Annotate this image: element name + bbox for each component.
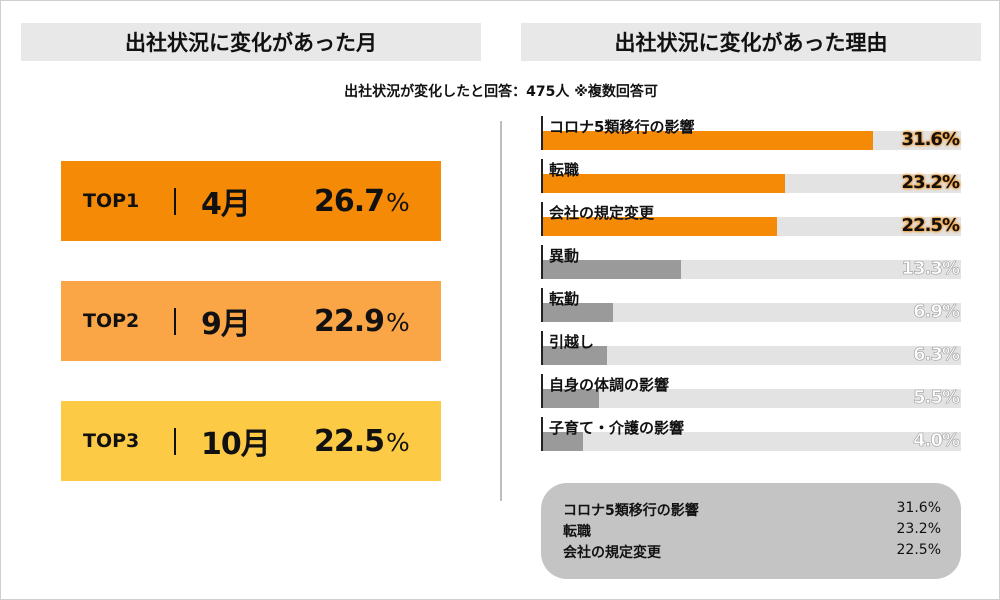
top1-percent: 26.7% [314,183,410,219]
bar-category-label: 転勤 [549,290,580,308]
bar-track [541,346,961,365]
summary-value: 31.6% [896,500,941,516]
top3-rank: TOP3 [83,430,140,452]
bar-value-label: 6.9% [913,301,961,323]
top3-separator [174,428,176,455]
summary-label: コロナ5類移行の影響 [563,503,699,519]
bar-value-label: 4.0% [913,430,961,452]
bar [541,303,614,322]
top3-percent-value: 22.5 [314,423,385,459]
top2-separator [174,308,176,335]
top1-rank: TOP1 [83,190,140,212]
bar-label-tick [541,245,543,279]
bar [541,389,599,408]
top2-month: 9月 [201,307,251,342]
top1-separator [174,188,176,215]
bar [541,260,681,279]
top2-rank: TOP2 [83,310,140,332]
bar [541,131,873,150]
summary-label: 会社の規定変更 [563,545,661,561]
bar-label-tick [541,374,543,408]
top1-box: TOP1 4月 26.7% [61,161,441,241]
respondent-note: 出社状況が変化したと回答：475人 ※複数回答可 [344,84,658,100]
summary-row: 転職 23.2% [563,521,941,541]
bar-category-label: 子育て・介護の影響 [549,419,685,437]
bar-value-label: 6.3% [913,344,961,366]
bar-label-tick [541,288,543,322]
summary-row: 会社の規定変更 22.5% [563,542,941,562]
right-section-title: 出社状況に変化があった理由 [614,31,888,55]
bar-category-label: 転職 [549,161,580,179]
top3-percent: 22.5% [314,423,410,459]
right-section-header: 出社状況に変化があった理由 [521,23,981,61]
bar-value-label: 22.5% [901,215,960,236]
bar [541,346,608,365]
left-section-title: 出社状況に変化があった月 [125,31,377,55]
bar-label-tick [541,331,543,365]
bar-track [541,389,961,408]
bar-value-label: 13.3% [901,258,960,280]
top1-percent-unit: % [386,187,410,217]
bar-category-label: 引越し [549,333,595,351]
top1-month: 4月 [201,187,251,222]
bar-category-label: 会社の規定変更 [549,204,655,222]
left-section-header: 出社状況に変化があった月 [21,23,481,61]
bar-value-label: 31.6% [901,129,960,150]
bar-track [541,303,961,322]
bar [541,174,785,193]
bar-category-label: コロナ5類移行の影響 [549,118,695,136]
top2-box: TOP2 9月 22.9% [61,281,441,361]
summary-row: コロナ5類移行の影響 31.6% [563,500,941,520]
bar-category-label: 自身の体調の影響 [549,376,670,394]
top2-percent: 22.9% [314,303,410,339]
summary-box: コロナ5類移行の影響 31.6% 転職 23.2% 会社の規定変更 22.5% [541,483,961,579]
summary-value: 22.5% [896,542,941,558]
bar [541,217,778,236]
bar-label-tick [541,417,543,451]
bar [541,432,583,451]
reason-bar-chart: コロナ5類移行の影響 31.6% 転職 23.2% 会社の規定変更 22.5% 異動 13.3… [521,111,981,471]
summary-value: 23.2% [896,521,941,537]
bar-label-tick [541,202,543,236]
bar-label-tick [541,116,543,150]
top2-percent-value: 22.9 [314,303,385,339]
top3-percent-unit: % [386,427,410,457]
summary-label: 転職 [563,524,591,540]
top1-percent-value: 26.7 [314,183,385,219]
bar-category-label: 異動 [549,247,580,265]
section-divider [500,121,502,501]
bar-value-label: 23.2% [901,172,960,193]
top3-month: 10月 [201,427,271,462]
bar-label-tick [541,159,543,193]
bar-value-label: 5.5% [913,387,961,409]
top2-percent-unit: % [386,307,410,337]
top3-box: TOP3 10月 22.5% [61,401,441,481]
bar-track [541,432,961,451]
